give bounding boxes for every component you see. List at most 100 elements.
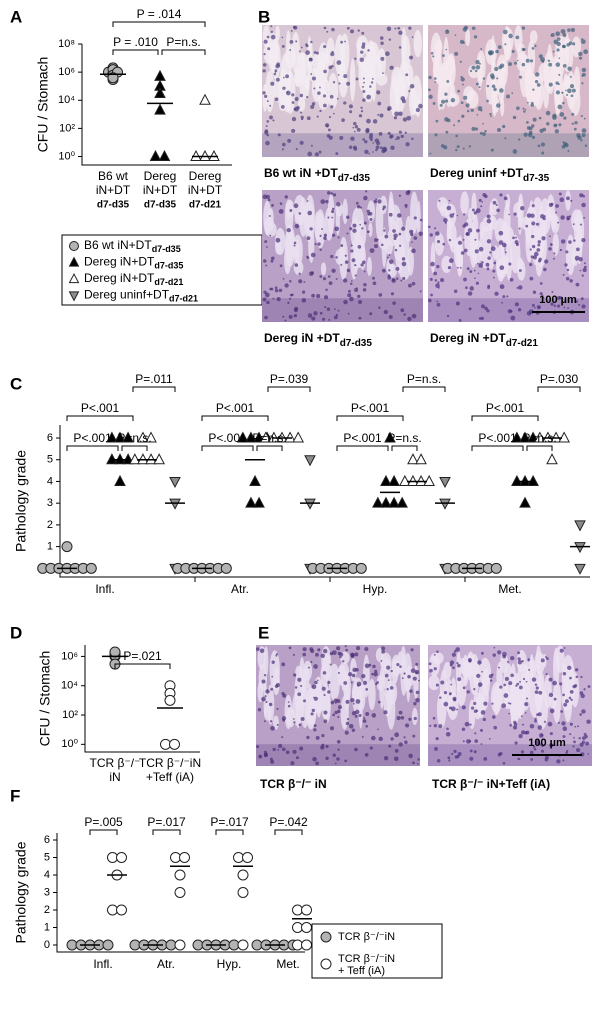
nucleus bbox=[555, 204, 559, 208]
nucleus bbox=[403, 313, 406, 316]
nucleus bbox=[378, 132, 383, 136]
nucleus bbox=[539, 292, 543, 296]
nucleus bbox=[387, 131, 391, 135]
nucleus bbox=[477, 106, 483, 111]
nucleus bbox=[484, 306, 488, 311]
nucleus bbox=[465, 231, 470, 236]
nucleus bbox=[310, 660, 313, 664]
data-point bbox=[174, 887, 186, 898]
nucleus bbox=[435, 736, 439, 741]
nucleus bbox=[337, 672, 340, 675]
nucleus bbox=[434, 81, 437, 83]
y-tick-label: 3 bbox=[44, 886, 50, 898]
nucleus bbox=[256, 745, 260, 749]
nucleus bbox=[499, 193, 503, 197]
data-point bbox=[158, 149, 171, 162]
nucleus bbox=[453, 749, 457, 753]
nucleus bbox=[262, 69, 266, 73]
p-value: P=.030 bbox=[540, 372, 579, 386]
data-point bbox=[114, 431, 126, 443]
p-value: P=.042 bbox=[269, 815, 308, 829]
nucleus bbox=[566, 218, 570, 221]
data-point bbox=[574, 520, 586, 532]
nucleus bbox=[386, 665, 391, 670]
nucleus bbox=[364, 647, 369, 652]
nucleus bbox=[443, 217, 448, 223]
nucleus bbox=[404, 131, 407, 134]
nucleus bbox=[343, 74, 348, 79]
x-tick-label: Dereg bbox=[144, 169, 177, 183]
nucleus bbox=[358, 316, 362, 320]
legend-marker bbox=[68, 272, 80, 284]
caption-sub: d7-d21 bbox=[506, 338, 539, 349]
nucleus bbox=[303, 281, 306, 284]
nucleus bbox=[383, 229, 386, 232]
nucleus bbox=[569, 733, 572, 736]
nucleus bbox=[556, 759, 561, 764]
nucleus bbox=[401, 261, 407, 267]
nucleus bbox=[412, 761, 415, 765]
nucleus bbox=[469, 749, 473, 753]
nucleus bbox=[285, 74, 289, 79]
nucleus bbox=[327, 275, 331, 278]
nucleus bbox=[287, 704, 291, 708]
nucleus bbox=[565, 751, 568, 755]
nucleus bbox=[330, 52, 335, 57]
nucleus bbox=[282, 277, 285, 280]
crypt bbox=[257, 646, 267, 670]
nucleus bbox=[515, 236, 517, 239]
y-tick-label: 5 bbox=[44, 851, 50, 863]
data-point bbox=[199, 93, 211, 105]
nucleus bbox=[576, 747, 581, 753]
nucleus bbox=[504, 251, 507, 254]
x-tick-label: TCR β⁻/⁻ bbox=[90, 756, 141, 770]
nucleus bbox=[536, 248, 541, 252]
nucleus bbox=[317, 91, 321, 95]
nucleus bbox=[371, 713, 377, 718]
nucleus bbox=[520, 205, 525, 211]
nucleus bbox=[396, 716, 401, 721]
nucleus bbox=[581, 133, 586, 138]
crypt bbox=[464, 218, 475, 257]
nucleus bbox=[518, 138, 521, 141]
x-tick-label: Met. bbox=[498, 582, 521, 596]
nucleus bbox=[344, 260, 349, 264]
nucleus bbox=[530, 758, 533, 761]
nucleus bbox=[362, 260, 366, 264]
nucleus bbox=[495, 49, 499, 54]
micrograph bbox=[256, 645, 420, 766]
nucleus bbox=[493, 276, 495, 279]
nucleus bbox=[438, 199, 441, 202]
nucleus bbox=[469, 756, 474, 761]
nucleus bbox=[329, 663, 332, 666]
nucleus bbox=[482, 132, 486, 136]
nucleus bbox=[360, 50, 364, 54]
y-axis-label: Pathology grade bbox=[13, 450, 29, 552]
nucleus bbox=[531, 47, 535, 50]
crypt bbox=[320, 262, 327, 276]
nucleus bbox=[520, 730, 526, 735]
nucleus bbox=[438, 724, 443, 729]
nucleus bbox=[329, 726, 335, 731]
nucleus bbox=[316, 294, 321, 299]
legend-sub: d7-d21 bbox=[169, 294, 198, 304]
crypt bbox=[367, 200, 376, 223]
nucleus bbox=[473, 709, 478, 713]
nucleus bbox=[296, 106, 300, 110]
nucleus bbox=[444, 99, 449, 103]
nucleus bbox=[300, 117, 304, 121]
nucleus bbox=[264, 315, 268, 320]
nucleus bbox=[297, 677, 302, 682]
nucleus bbox=[319, 86, 321, 89]
crypt bbox=[314, 63, 326, 94]
nucleus bbox=[351, 673, 356, 678]
caption-text: Dereg uninf +DT bbox=[430, 166, 524, 180]
nucleus bbox=[396, 663, 400, 667]
crypt bbox=[368, 678, 376, 711]
nucleus bbox=[496, 103, 501, 108]
nucleus bbox=[332, 81, 336, 84]
nucleus bbox=[361, 673, 366, 679]
nucleus bbox=[333, 112, 335, 115]
nucleus bbox=[389, 686, 394, 690]
nucleus bbox=[497, 650, 502, 655]
